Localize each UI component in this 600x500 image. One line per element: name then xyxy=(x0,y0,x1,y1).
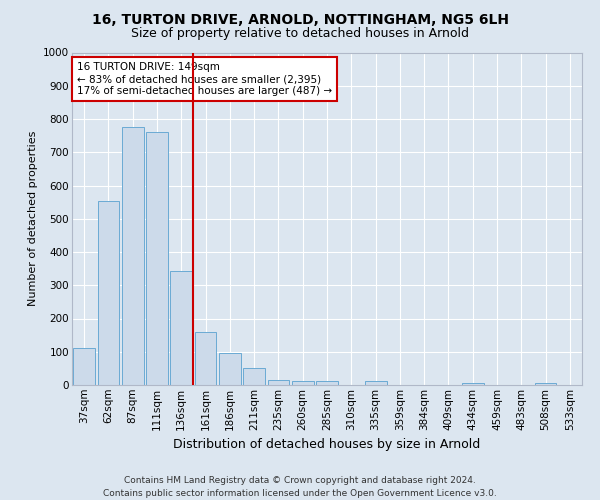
Bar xyxy=(462,384,484,385)
Bar xyxy=(122,128,143,385)
X-axis label: Distribution of detached houses by size in Arnold: Distribution of detached houses by size … xyxy=(173,438,481,451)
Bar xyxy=(316,382,338,385)
Bar xyxy=(73,348,95,385)
Bar xyxy=(170,270,192,385)
Bar xyxy=(365,382,386,385)
Text: Size of property relative to detached houses in Arnold: Size of property relative to detached ho… xyxy=(131,28,469,40)
Bar xyxy=(97,201,119,385)
Bar xyxy=(243,368,265,385)
Bar xyxy=(268,380,289,385)
Bar xyxy=(194,332,217,385)
Text: 16 TURTON DRIVE: 149sqm
← 83% of detached houses are smaller (2,395)
17% of semi: 16 TURTON DRIVE: 149sqm ← 83% of detache… xyxy=(77,62,332,96)
Bar xyxy=(535,384,556,385)
Bar xyxy=(219,353,241,385)
Bar xyxy=(146,132,168,385)
Text: 16, TURTON DRIVE, ARNOLD, NOTTINGHAM, NG5 6LH: 16, TURTON DRIVE, ARNOLD, NOTTINGHAM, NG… xyxy=(91,12,509,26)
Text: Contains HM Land Registry data © Crown copyright and database right 2024.
Contai: Contains HM Land Registry data © Crown c… xyxy=(103,476,497,498)
Y-axis label: Number of detached properties: Number of detached properties xyxy=(28,131,38,306)
Bar xyxy=(292,382,314,385)
